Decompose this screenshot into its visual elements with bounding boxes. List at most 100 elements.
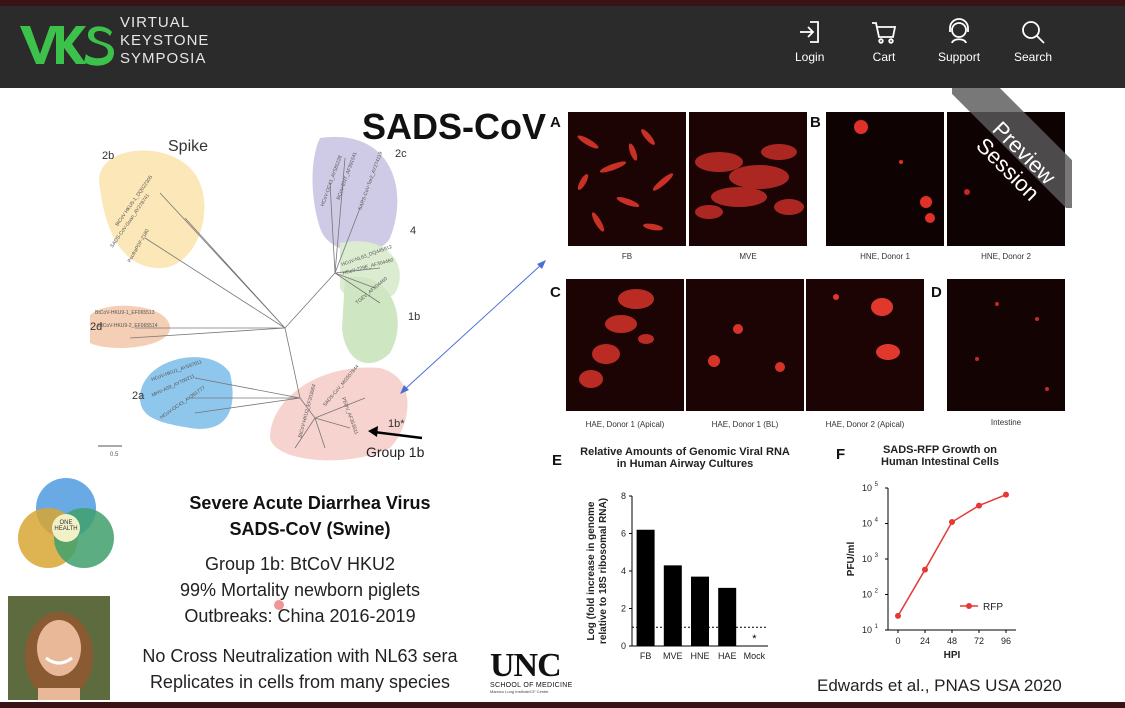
micrograph-hae-donor1-apical [566,279,684,411]
fact-group: Group 1b: BtCoV HKU2 [204,554,396,574]
chart-e-y-label: Log (fold increase in genome relative to … [586,498,609,644]
nav-cart[interactable]: Cart [870,18,898,64]
panel-b-letter: B [810,114,821,131]
chart-f-y-tick-exponent: 5 [875,482,879,488]
chart-e-svg: 0 2 4 6 8 FB MVE HNE HAE Mock * Log (fold increase … [586,491,768,661]
one-health-center-label: ONE HEALTH [54,520,78,532]
caption-hae-donor1-apical: HAE, Donor 1 (Apical) [585,420,665,429]
panel-a-letter: A [550,114,561,131]
chart-f-title: SADS-RFP Growth on Human Intestinal Cell… [860,444,1020,468]
nav-search[interactable]: Search [1014,18,1052,64]
scale-bar-label: 0.5 [110,452,119,458]
nav-login-label: Login [795,50,825,64]
chart-f-legend-marker [966,603,972,609]
chart-f-legend-label: RFP [983,602,1003,613]
clade-2c-label: 2c [395,148,407,160]
chart-f-y-label-group: PFU/ml [846,542,857,577]
caption-intestine: Intestine [990,418,1022,427]
login-icon [799,21,819,43]
panel-f-letter: F [836,446,846,463]
chart-e-x-tick-label: HAE [718,651,737,661]
caption-mve: MVE [739,252,757,261]
cart-icon [872,22,897,44]
chart-e-bar [663,565,682,646]
caption-hae-donor1-bl: HAE, Donor 1 (BL) [711,420,779,429]
panel-d-letter: D [931,284,942,301]
chart-f-x-tick-label: 48 [947,636,957,646]
caption-hae-donor2-apical: HAE, Donor 2 (Apical) [825,420,905,429]
nav-support[interactable]: Support [938,18,980,64]
clade-1b-star-blob [270,367,408,461]
logo-line-3: SYMPOSIA [120,50,207,67]
tree-spike-label: Spike [168,138,209,155]
caption-fb: FB [621,252,633,261]
chart-f-y-tick-exponent: 4 [875,518,879,524]
virus-name-line-2: SADS-CoV (Swine) [229,519,391,539]
clade-1b-blob [342,276,398,364]
group-arrow [368,426,423,440]
nav-cart-label: Cart [872,50,896,64]
clade-2c-blob [312,136,398,252]
speaker-video-thumbnail[interactable] [8,596,110,700]
chart-e-y-tick-label: 2 [621,604,626,614]
slide-title: SADS-CoV [362,106,547,147]
chart-e-title: Relative Amounts of Genomic Viral RNA in… [570,446,800,470]
micrograph-intestine [947,279,1065,411]
presentation-slide: SADS-CoV Spike 2b 2c 4 2d 1b 2a [0,88,1125,702]
chart-f-x-label: HPI [944,650,961,661]
nav-search-label: Search [1014,50,1053,64]
chart-f-point [895,612,901,619]
unc-logo-wordmark: UNC [490,647,562,684]
fact-outbreaks: Outbreaks: China 2016-2019 [184,606,416,626]
phylogenetic-tree: Spike 2b 2c 4 2d 1b 2a 1b* BtCoV HKU5-1_… [88,128,440,468]
chart-f-y-tick-label: 10 [862,625,872,635]
bottom-stripe [0,702,1125,708]
virus-name-line-1: Severe Acute Diarrhea Virus [189,493,431,513]
chart-f-x-tick-label: 0 [895,636,900,646]
micrograph-fb [568,112,686,246]
cursor-pointer-dot [274,600,284,610]
chart-e-y-label-line-2: relative to 18S ribosomal RNA) [598,498,609,644]
logo-wordmark: VIRTUAL KEYSTONE SYMPOSIA [120,14,209,68]
clade-1b-label: 1b [408,311,421,323]
caption-hne-donor2: HNE, Donor 2 [981,252,1031,261]
top-stripe [0,0,1125,6]
chart-f-point [1003,491,1009,498]
chart-f-title-line-2: Human Intestinal Cells [881,456,999,468]
chart-e-x-tick-label: FB [640,651,652,661]
nav-support-label: Support [938,50,981,64]
panel-e-letter: E [552,452,563,469]
chart-e-y-tick-label: 4 [621,566,626,576]
clade-2b-label: 2b [102,150,115,162]
tree-leaf-label: BtCoV-HKU9-1_EF065513 [95,310,155,316]
chart-f-point [976,502,982,509]
chart-f-point [922,566,928,573]
one-health-logo [18,478,114,568]
unc-logo: UNC SCHOOL OF MEDICINE Marsico Lung Inst… [490,647,580,695]
chart-f-y-tick-label: 10 [862,519,872,529]
chart-e-y-label-line-1: Log (fold increase in genome [586,501,597,640]
chart-e-title-line-2: in Human Airway Cultures [616,458,754,470]
chart-f-y-label: PFU/ml [846,542,857,577]
chart-e-x-tick-label: Mock [744,651,766,661]
clade-4-label: 4 [410,225,417,237]
chart-f-y-tick-exponent: 1 [875,624,879,630]
caption-hne-donor1: HNE, Donor 1 [860,252,910,261]
chart-e-y-tick-label: 0 [621,641,626,651]
chart-f-y-tick-exponent: 3 [875,553,879,559]
panel-c-letter: C [550,284,561,301]
chart-e-y-tick-label: 6 [621,529,626,539]
chart-f-y-tick-label: 10 [862,483,872,493]
micrograph-hae-donor2-apical [806,279,924,411]
nav-login[interactable]: Login [795,18,824,64]
chart-e-bar [636,529,655,646]
micrograph-hae-donor1-bl [686,279,804,411]
clade-2d-blob [88,305,170,348]
chart-f-y-tick-label: 10 [862,590,872,600]
preview-session-badge: Preview Session [952,88,1072,208]
clade-2a-label: 2a [132,390,145,402]
vks-logo[interactable] [20,20,115,68]
search-icon [1022,21,1045,44]
virus-name: Severe Acute Diarrhea Virus SADS-CoV (Sw… [120,490,500,542]
